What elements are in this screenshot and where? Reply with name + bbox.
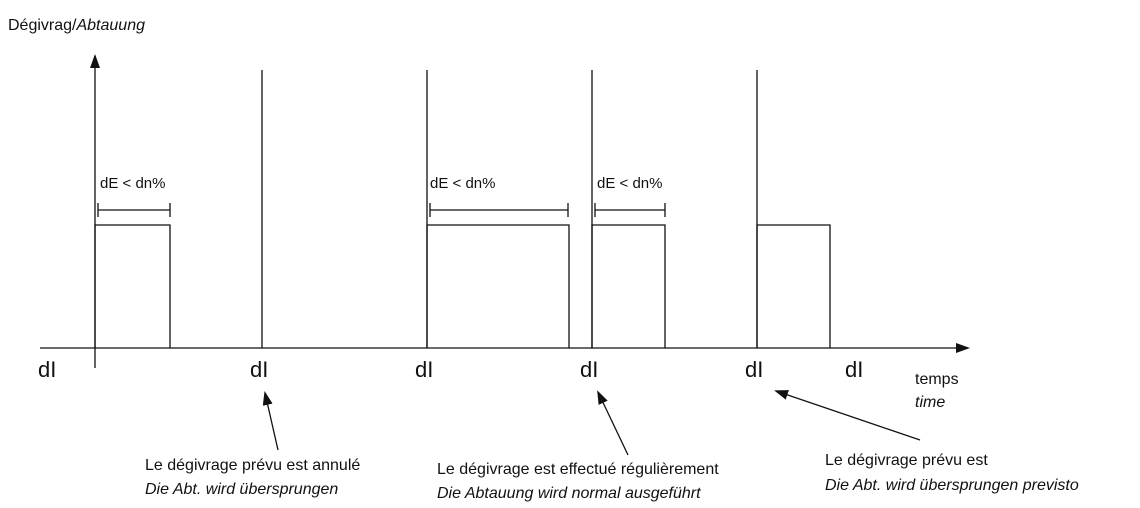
defrost-pulses xyxy=(94,224,831,348)
interval-label: dI xyxy=(745,357,763,382)
note-de: Die Abtauung wird normal ausgeführt xyxy=(437,485,701,502)
interval-label: dI xyxy=(845,357,863,382)
x-axis-label-italic: time xyxy=(915,394,945,411)
note-de: Die Abt. wird übersprungen previsto xyxy=(825,477,1079,494)
note-fr: Le dégivrage prévu est annulé xyxy=(145,457,360,474)
interval-label: dI xyxy=(415,357,433,382)
duration-label: dE < dn% xyxy=(100,175,165,192)
note-fr: Le dégivrage est effectué régulièrement xyxy=(437,461,719,478)
duration-label: dE < dn% xyxy=(430,175,495,192)
duration-label: dE < dn% xyxy=(597,175,662,192)
note-fr: Le dégivrage prévu est xyxy=(825,452,988,469)
interval-label: dI xyxy=(250,357,268,382)
x-axis-label: temps xyxy=(915,371,959,388)
interval-label: dI xyxy=(38,357,56,382)
note-arrow xyxy=(262,391,279,451)
interval-label: dI xyxy=(580,357,598,382)
note-arrow xyxy=(774,390,921,441)
interval-lines xyxy=(261,70,758,348)
note-de: Die Abt. wird übersprungen xyxy=(145,481,338,498)
duration-brackets xyxy=(97,203,666,217)
y-axis-label: Dégivrag/Abtauung xyxy=(8,17,145,34)
note-arrow xyxy=(597,390,629,456)
